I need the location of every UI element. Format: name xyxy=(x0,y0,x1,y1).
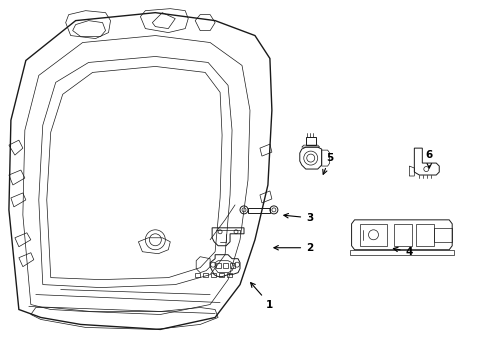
Bar xyxy=(195,273,200,276)
Text: 2: 2 xyxy=(273,243,313,253)
Bar xyxy=(359,224,386,246)
Bar xyxy=(211,273,216,276)
Bar xyxy=(219,273,224,276)
Bar xyxy=(223,263,227,268)
Bar xyxy=(229,263,235,268)
Text: 5: 5 xyxy=(322,153,333,174)
Bar xyxy=(216,263,221,268)
Text: 4: 4 xyxy=(392,247,412,257)
Bar xyxy=(394,224,411,246)
Bar xyxy=(415,224,433,246)
Text: 3: 3 xyxy=(283,213,313,223)
Text: 6: 6 xyxy=(425,150,432,168)
Bar xyxy=(203,273,208,276)
Text: 1: 1 xyxy=(250,283,273,310)
Bar xyxy=(226,273,232,276)
